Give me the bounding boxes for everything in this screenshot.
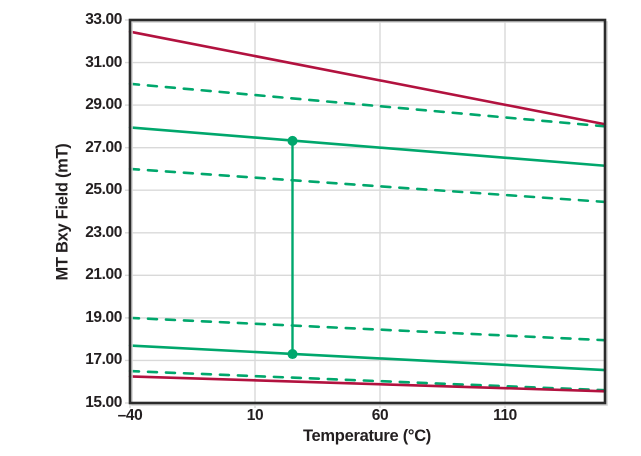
x-tick-label: 10 <box>246 407 264 424</box>
plot-border-shadow <box>131 21 608 406</box>
series-red-line-lower <box>128 375 607 393</box>
series-green-solid-upper <box>128 126 607 168</box>
x-axis-title: Temperature (°C) <box>302 427 431 445</box>
series-green-solid-lower <box>128 344 607 372</box>
y-tick-label: 31.00 <box>85 53 122 71</box>
y-tick-label: 29.00 <box>85 96 122 114</box>
y-tick-label: 23.00 <box>85 223 122 241</box>
series-green-dashed-upper-outer <box>128 82 607 128</box>
marker-dot-top <box>287 135 298 146</box>
series-green-dashed-lower-inner <box>128 369 607 392</box>
y-tick-label: 19.00 <box>85 308 122 326</box>
plot-border <box>128 18 607 405</box>
marker-dot-bottom <box>287 349 298 360</box>
series-green-dashed-lower-outer <box>128 316 607 342</box>
y-tick-label: 15.00 <box>85 394 122 411</box>
y-tick-label: 17.00 <box>85 351 122 369</box>
x-tick-label: –40 <box>117 407 143 424</box>
x-tick-label: 110 <box>493 407 517 424</box>
y-tick-label: 27.00 <box>85 138 122 156</box>
y-axis-title: MT Bxy Field (mT) <box>53 143 72 281</box>
series-green-dashed-upper-inner <box>128 167 607 204</box>
y-tick-label: 25.00 <box>85 181 122 199</box>
x-tick-label: 60 <box>371 407 389 424</box>
y-tick-label: 21.00 <box>85 266 122 284</box>
series-red-line-upper <box>128 30 607 126</box>
y-tick-label: 33.00 <box>85 11 122 28</box>
